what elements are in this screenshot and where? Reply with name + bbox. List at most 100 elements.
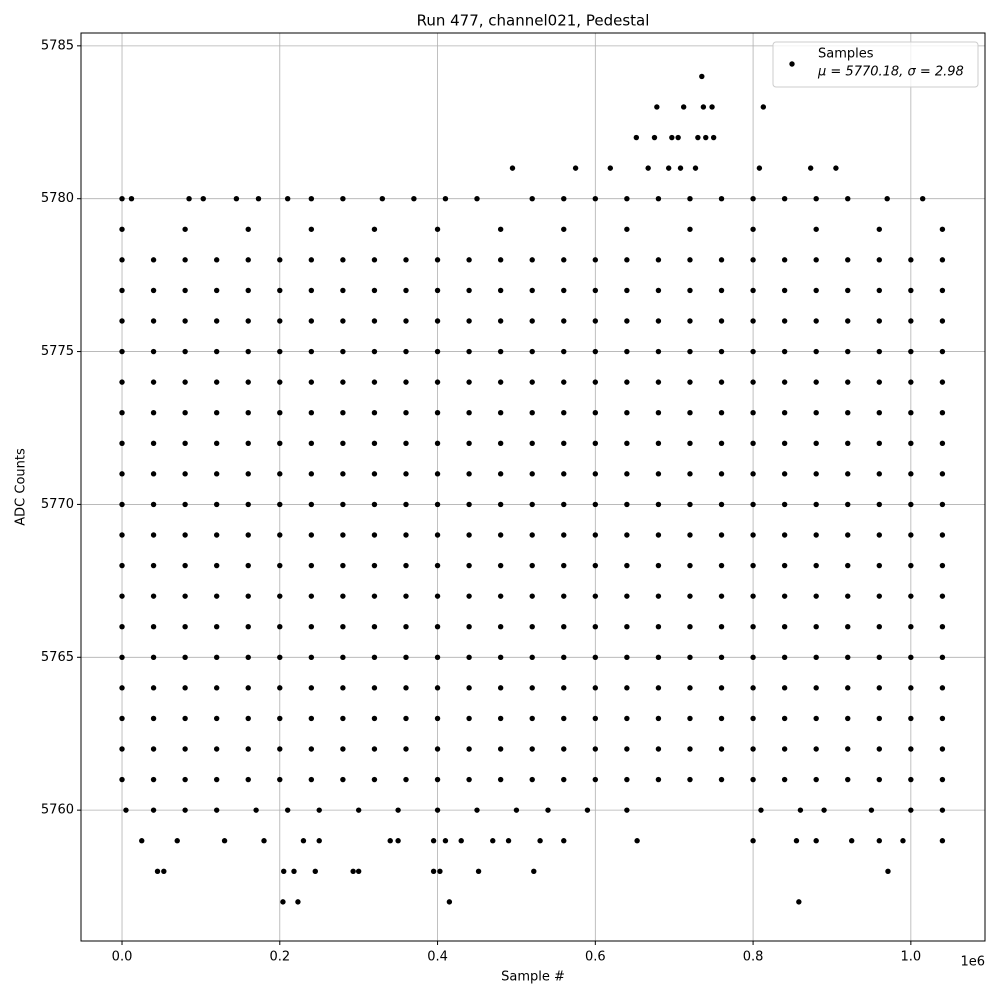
point — [908, 532, 914, 538]
point — [529, 348, 535, 355]
point — [655, 287, 662, 294]
point — [750, 287, 756, 294]
point — [119, 776, 125, 783]
point — [150, 532, 157, 538]
point — [403, 746, 409, 752]
point — [150, 685, 157, 691]
point — [245, 287, 251, 294]
point — [340, 746, 346, 752]
point — [781, 654, 788, 660]
point — [150, 746, 157, 752]
point — [300, 838, 307, 844]
point — [277, 654, 283, 660]
point — [624, 440, 630, 446]
point — [718, 654, 725, 660]
point — [434, 410, 441, 416]
point — [718, 715, 725, 722]
point — [692, 165, 699, 171]
point — [845, 196, 851, 202]
point — [845, 501, 851, 508]
point — [813, 410, 819, 416]
point — [213, 624, 220, 630]
point — [561, 624, 567, 630]
point — [182, 410, 188, 416]
point — [308, 379, 315, 385]
point — [245, 562, 251, 569]
point — [466, 257, 472, 263]
point — [513, 807, 520, 813]
point — [403, 685, 409, 691]
point — [908, 776, 914, 783]
point — [245, 257, 251, 263]
point — [119, 318, 125, 324]
point — [371, 746, 378, 752]
point — [665, 165, 672, 171]
point — [848, 838, 855, 844]
point — [434, 318, 441, 324]
point — [308, 471, 315, 477]
point — [466, 593, 472, 599]
point — [150, 471, 157, 477]
point — [750, 379, 756, 385]
point — [213, 318, 220, 324]
point — [655, 562, 662, 569]
point — [758, 807, 764, 813]
point — [813, 593, 819, 599]
point — [403, 624, 409, 630]
point — [245, 226, 251, 232]
point — [430, 868, 437, 874]
point — [255, 196, 262, 202]
point — [687, 776, 693, 783]
point — [781, 379, 788, 385]
point — [813, 532, 819, 538]
point — [308, 624, 315, 630]
point — [876, 715, 882, 722]
point — [119, 379, 125, 385]
point — [280, 899, 286, 905]
point — [592, 715, 599, 722]
chart-title: Run 477, channel021, Pedestal — [417, 12, 650, 30]
point — [529, 624, 535, 630]
point — [119, 257, 125, 263]
point — [123, 807, 129, 813]
point — [939, 715, 946, 722]
point — [813, 287, 819, 294]
point — [245, 318, 251, 324]
point — [213, 715, 220, 722]
point — [813, 440, 819, 446]
point — [466, 532, 472, 538]
point — [277, 348, 283, 355]
point — [845, 287, 851, 294]
x-offset-label: 1e6 — [960, 955, 985, 970]
point — [119, 593, 125, 599]
point — [845, 593, 851, 599]
point — [434, 287, 441, 294]
point — [245, 501, 251, 508]
point — [371, 654, 378, 660]
point — [813, 471, 819, 477]
point — [434, 715, 441, 722]
point — [308, 562, 315, 569]
point — [655, 410, 662, 416]
point — [371, 501, 378, 508]
point — [466, 471, 472, 477]
point — [624, 776, 630, 783]
point — [403, 562, 409, 569]
point — [529, 776, 535, 783]
point — [434, 807, 441, 813]
point — [150, 318, 157, 324]
point — [371, 593, 378, 599]
point — [781, 776, 788, 783]
point — [340, 440, 346, 446]
point — [182, 685, 188, 691]
point — [561, 746, 567, 752]
point — [908, 410, 914, 416]
point — [592, 287, 599, 294]
point — [371, 410, 378, 416]
point — [497, 685, 504, 691]
point — [750, 196, 756, 202]
point — [655, 593, 662, 599]
point — [213, 807, 220, 813]
point — [150, 257, 157, 263]
point — [908, 318, 914, 324]
